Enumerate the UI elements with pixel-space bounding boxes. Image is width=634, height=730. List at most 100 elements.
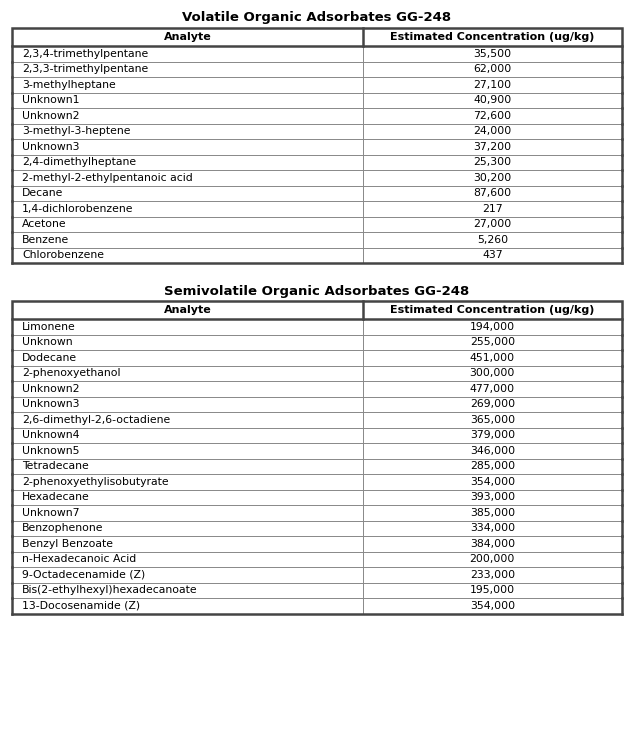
Text: Benzene: Benzene <box>22 235 69 245</box>
Text: 2-phenoxyethanol: 2-phenoxyethanol <box>22 368 120 378</box>
Text: 285,000: 285,000 <box>470 461 515 472</box>
Text: Unknown1: Unknown1 <box>22 95 79 105</box>
Text: Unknown3: Unknown3 <box>22 399 79 410</box>
Text: 37,200: 37,200 <box>474 142 512 152</box>
Bar <box>12 583 622 598</box>
Text: 233,000: 233,000 <box>470 569 515 580</box>
Text: 13-Docosenamide (Z): 13-Docosenamide (Z) <box>22 601 140 611</box>
Bar <box>12 443 622 458</box>
Bar <box>12 155 622 170</box>
Bar <box>12 366 622 381</box>
Text: 300,000: 300,000 <box>470 368 515 378</box>
Text: 72,600: 72,600 <box>474 111 512 120</box>
Bar <box>12 28 622 46</box>
Text: Semivolatile Organic Adsorbates GG-248: Semivolatile Organic Adsorbates GG-248 <box>164 285 470 298</box>
Text: 365,000: 365,000 <box>470 415 515 425</box>
Text: 200,000: 200,000 <box>470 554 515 564</box>
Text: 27,000: 27,000 <box>473 219 512 229</box>
Bar <box>12 77 622 93</box>
Text: Unknown2: Unknown2 <box>22 384 79 393</box>
Bar <box>12 301 622 319</box>
Text: Unknown7: Unknown7 <box>22 508 79 518</box>
Bar <box>12 474 622 490</box>
Text: 87,600: 87,600 <box>474 188 512 199</box>
Text: 3-methyl-3-heptene: 3-methyl-3-heptene <box>22 126 131 137</box>
Bar <box>12 396 622 412</box>
Text: 2-methyl-2-ethylpentanoic acid: 2-methyl-2-ethylpentanoic acid <box>22 173 193 182</box>
Text: 1,4-dichlorobenzene: 1,4-dichlorobenzene <box>22 204 134 214</box>
Bar <box>12 139 622 155</box>
Text: 393,000: 393,000 <box>470 492 515 502</box>
Text: 195,000: 195,000 <box>470 585 515 595</box>
Bar <box>12 123 622 139</box>
Text: Limonene: Limonene <box>22 322 75 331</box>
Text: 346,000: 346,000 <box>470 446 515 456</box>
Text: Acetone: Acetone <box>22 219 67 229</box>
Bar <box>12 108 622 123</box>
Bar <box>12 428 622 443</box>
Bar <box>12 201 622 217</box>
Bar <box>12 567 622 583</box>
Bar <box>12 319 622 334</box>
Text: 30,200: 30,200 <box>473 173 512 182</box>
Bar <box>12 61 622 77</box>
Text: 25,300: 25,300 <box>474 157 512 167</box>
Text: 354,000: 354,000 <box>470 477 515 487</box>
Text: 354,000: 354,000 <box>470 601 515 611</box>
Text: 24,000: 24,000 <box>473 126 512 137</box>
Text: 217: 217 <box>482 204 503 214</box>
Text: Estimated Concentration (ug/kg): Estimated Concentration (ug/kg) <box>390 32 595 42</box>
Bar <box>12 247 622 263</box>
Text: 269,000: 269,000 <box>470 399 515 410</box>
Bar <box>12 458 622 474</box>
Text: 477,000: 477,000 <box>470 384 515 393</box>
Bar <box>12 46 622 61</box>
Text: 40,900: 40,900 <box>473 95 512 105</box>
Text: Benzophenone: Benzophenone <box>22 523 103 533</box>
Bar <box>12 520 622 536</box>
Bar <box>12 598 622 613</box>
Text: 379,000: 379,000 <box>470 430 515 440</box>
Bar <box>12 350 622 366</box>
Text: 437: 437 <box>482 250 503 261</box>
Text: Hexadecane: Hexadecane <box>22 492 90 502</box>
Text: Estimated Concentration (ug/kg): Estimated Concentration (ug/kg) <box>390 305 595 315</box>
Bar <box>12 170 622 185</box>
Bar <box>12 217 622 232</box>
Bar <box>12 490 622 505</box>
Bar <box>12 412 622 428</box>
Text: Unknown3: Unknown3 <box>22 142 79 152</box>
Text: 255,000: 255,000 <box>470 337 515 347</box>
Text: 62,000: 62,000 <box>473 64 512 74</box>
Text: 2,3,4-trimethylpentane: 2,3,4-trimethylpentane <box>22 49 148 58</box>
Bar <box>12 536 622 551</box>
Text: 385,000: 385,000 <box>470 508 515 518</box>
Bar <box>12 232 622 247</box>
Text: Analyte: Analyte <box>164 305 211 315</box>
Text: 384,000: 384,000 <box>470 539 515 549</box>
Text: Unknown2: Unknown2 <box>22 111 79 120</box>
Text: n-Hexadecanoic Acid: n-Hexadecanoic Acid <box>22 554 136 564</box>
Bar <box>12 93 622 108</box>
Text: Benzyl Benzoate: Benzyl Benzoate <box>22 539 113 549</box>
Text: 27,100: 27,100 <box>474 80 512 90</box>
Bar <box>12 28 622 46</box>
Text: 2,6-dimethyl-2,6-octadiene: 2,6-dimethyl-2,6-octadiene <box>22 415 171 425</box>
Text: Unknown4: Unknown4 <box>22 430 79 440</box>
Text: Volatile Organic Adsorbates GG-248: Volatile Organic Adsorbates GG-248 <box>183 12 451 25</box>
Text: Bis(2-ethylhexyl)hexadecanoate: Bis(2-ethylhexyl)hexadecanoate <box>22 585 198 595</box>
Text: 3-methylheptane: 3-methylheptane <box>22 80 116 90</box>
Text: Unknown5: Unknown5 <box>22 446 79 456</box>
Text: 9-Octadecenamide (Z): 9-Octadecenamide (Z) <box>22 569 145 580</box>
Bar <box>12 381 622 396</box>
Bar <box>12 505 622 520</box>
Text: 2-phenoxyethylisobutyrate: 2-phenoxyethylisobutyrate <box>22 477 169 487</box>
Text: Analyte: Analyte <box>164 32 211 42</box>
Text: 2,4-dimethylheptane: 2,4-dimethylheptane <box>22 157 136 167</box>
Bar <box>12 185 622 201</box>
Bar <box>12 334 622 350</box>
Bar <box>12 301 622 319</box>
Text: 451,000: 451,000 <box>470 353 515 363</box>
Text: Dodecane: Dodecane <box>22 353 77 363</box>
Text: 2,3,3-trimethylpentane: 2,3,3-trimethylpentane <box>22 64 148 74</box>
